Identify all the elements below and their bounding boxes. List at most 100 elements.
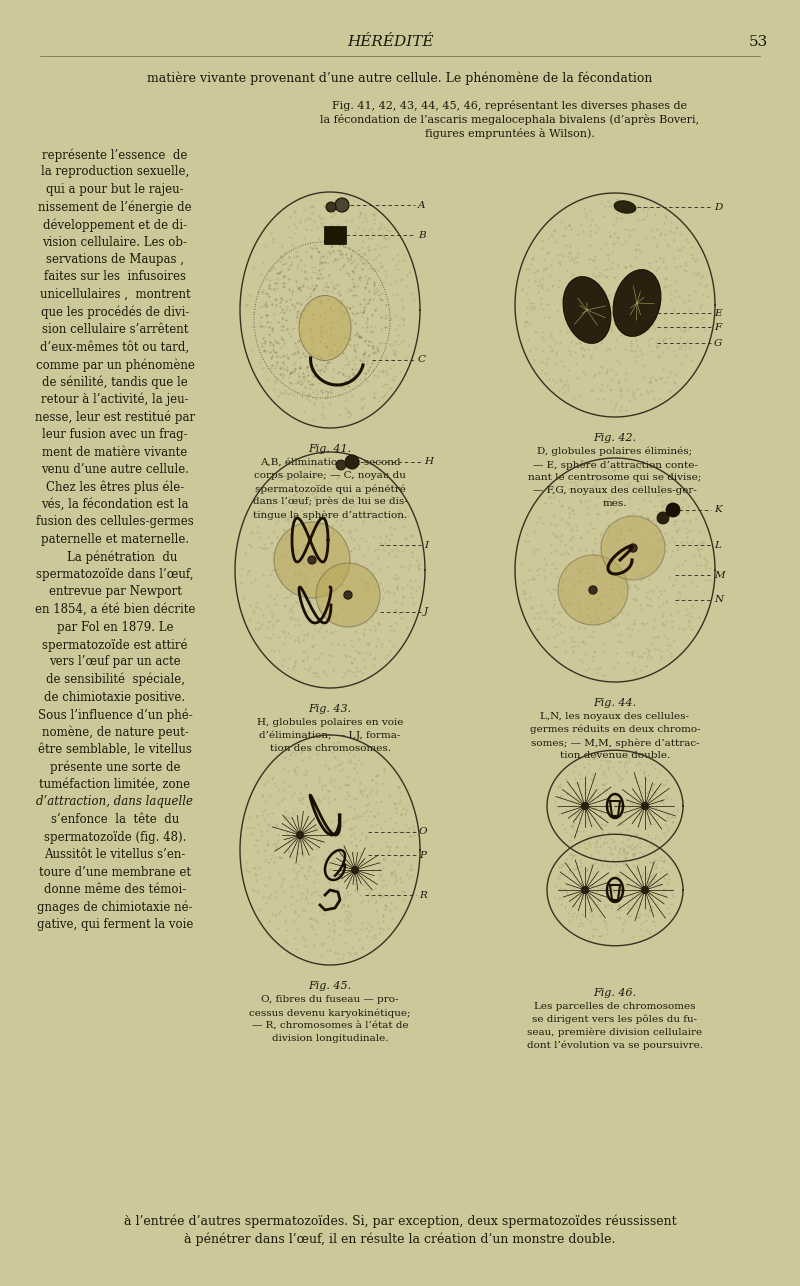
Text: dont l’évolution va se poursuivre.: dont l’évolution va se poursuivre. — [527, 1040, 703, 1051]
Text: gative, qui ferment la voie: gative, qui ferment la voie — [37, 918, 193, 931]
Text: spermatozoïde qui a pénétré: spermatozoïde qui a pénétré — [254, 484, 406, 494]
Text: L: L — [714, 540, 721, 549]
Text: que les procédés de divi-: que les procédés de divi- — [41, 306, 189, 319]
Text: seau, première division cellulaire: seau, première division cellulaire — [527, 1028, 702, 1038]
Text: D: D — [714, 202, 722, 211]
Text: leur fusion avec un frag-: leur fusion avec un frag- — [42, 428, 188, 441]
Text: gnages de chimiotaxie né-: gnages de chimiotaxie né- — [37, 900, 193, 914]
Text: Fig. 43.: Fig. 43. — [309, 703, 351, 714]
Circle shape — [582, 886, 589, 894]
Circle shape — [629, 544, 637, 552]
Text: Fig. 42.: Fig. 42. — [594, 433, 637, 442]
Text: tuméfaction limitée, zone: tuméfaction limitée, zone — [39, 778, 190, 791]
Text: la fécondation de l’ascaris megalocephala bivalens (d’après Boveri,: la fécondation de l’ascaris megalocephal… — [321, 114, 699, 125]
Text: comme par un phénomène: comme par un phénomène — [35, 358, 194, 372]
Text: de chimiotaxie positive.: de chimiotaxie positive. — [45, 691, 186, 703]
Circle shape — [351, 867, 358, 873]
Text: fusion des cellules-germes: fusion des cellules-germes — [36, 516, 194, 529]
Text: K: K — [714, 505, 722, 514]
Text: P: P — [419, 850, 426, 859]
Ellipse shape — [563, 276, 611, 343]
Text: retour à l’activité, la jeu-: retour à l’activité, la jeu- — [41, 394, 189, 406]
Text: paternelle et maternelle.: paternelle et maternelle. — [41, 532, 189, 547]
Text: être semblable, le vitellus: être semblable, le vitellus — [38, 743, 192, 756]
Text: à pénétrer dans l’œuf, il en résulte la création d’un monstre double.: à pénétrer dans l’œuf, il en résulte la … — [184, 1232, 616, 1246]
Text: A: A — [418, 201, 426, 210]
Text: corps polaire; — C, noyau du: corps polaire; — C, noyau du — [254, 471, 406, 480]
Text: nissement de l’énergie de: nissement de l’énergie de — [38, 201, 192, 213]
Text: servations de Maupas ,: servations de Maupas , — [46, 253, 184, 266]
Circle shape — [274, 522, 350, 598]
Circle shape — [666, 503, 680, 517]
Circle shape — [642, 886, 649, 894]
Circle shape — [308, 556, 316, 565]
Text: D, globules polaires éliminés;: D, globules polaires éliminés; — [538, 448, 693, 457]
Text: tion des chromosomes.: tion des chromosomes. — [270, 745, 390, 754]
Text: matière vivante provenant d’une autre cellule. Le phénomène de la fécondation: matière vivante provenant d’une autre ce… — [147, 71, 653, 85]
Text: I: I — [424, 540, 428, 549]
Text: d’eux-mêmes tôt ou tard,: d’eux-mêmes tôt ou tard, — [41, 341, 190, 354]
Text: développement et de di-: développement et de di- — [43, 219, 187, 231]
Text: N: N — [714, 595, 723, 604]
Circle shape — [657, 512, 669, 523]
Circle shape — [582, 802, 589, 809]
Text: tion devenue double.: tion devenue double. — [560, 751, 670, 760]
Text: à l’entrée d’autres spermatozoïdes. Si, par exception, deux spermatozoïdes réuss: à l’entrée d’autres spermatozoïdes. Si, … — [124, 1215, 676, 1228]
Text: M: M — [714, 571, 725, 580]
Text: Aussitôt le vitellus s’en-: Aussitôt le vitellus s’en- — [44, 847, 186, 862]
Text: Fig. 44.: Fig. 44. — [594, 698, 637, 709]
Text: germes réduits en deux chromo-: germes réduits en deux chromo- — [530, 725, 700, 734]
Circle shape — [297, 832, 303, 838]
Text: vers l’œuf par un acte: vers l’œuf par un acte — [49, 656, 181, 669]
Text: F: F — [714, 323, 722, 332]
Text: L,N, les noyaux des cellules-: L,N, les noyaux des cellules- — [541, 712, 690, 721]
Circle shape — [558, 556, 628, 625]
Text: donne même des témoi-: donne même des témoi- — [44, 883, 186, 896]
Text: J: J — [424, 607, 428, 616]
Text: B: B — [418, 230, 426, 239]
Text: se dirigent vers les pôles du fu-: se dirigent vers les pôles du fu- — [533, 1015, 698, 1024]
Text: C: C — [418, 355, 426, 364]
Text: Chez les êtres plus éle-: Chez les êtres plus éle- — [46, 481, 184, 494]
Text: Fig. 45.: Fig. 45. — [309, 981, 351, 992]
Circle shape — [326, 202, 336, 212]
Text: représente l’essence  de: représente l’essence de — [42, 148, 188, 162]
Text: nesse, leur est restitué par: nesse, leur est restitué par — [35, 410, 195, 424]
Text: O: O — [419, 827, 427, 836]
Text: R: R — [419, 890, 427, 899]
Ellipse shape — [613, 270, 661, 337]
Text: H: H — [424, 458, 433, 467]
Text: La pénétration  du: La pénétration du — [52, 550, 178, 565]
Text: nomène, de nature peut-: nomène, de nature peut- — [42, 725, 188, 739]
Text: E: E — [714, 309, 722, 318]
Text: spermatozoïde (fig. 48).: spermatozoïde (fig. 48). — [44, 831, 186, 844]
Text: division longitudinale.: division longitudinale. — [272, 1034, 388, 1043]
Text: — E, sphère d’attraction conte-: — E, sphère d’attraction conte- — [533, 460, 698, 469]
Circle shape — [642, 802, 649, 809]
Text: spermatozoïde est attiré: spermatozoïde est attiré — [42, 638, 188, 652]
Text: nant le centrosome qui se divise;: nant le centrosome qui se divise; — [528, 473, 702, 482]
Text: d’élimination; — I,J, forma-: d’élimination; — I,J, forma- — [259, 730, 401, 741]
Text: de sénilité, tandis que le: de sénilité, tandis que le — [42, 376, 188, 388]
Text: entrevue par Newport: entrevue par Newport — [49, 585, 182, 598]
Text: — F,G, noyaux des cellules-ger-: — F,G, noyaux des cellules-ger- — [533, 486, 697, 495]
Text: en 1854, a été bien décrite: en 1854, a été bien décrite — [35, 603, 195, 616]
Circle shape — [345, 455, 359, 469]
Text: tingue la sphère d’attraction.: tingue la sphère d’attraction. — [253, 511, 407, 520]
Circle shape — [316, 563, 380, 628]
Circle shape — [335, 198, 349, 212]
Text: vision cellulaire. Les ob-: vision cellulaire. Les ob- — [42, 235, 187, 248]
Text: d’attraction, dans laquelle: d’attraction, dans laquelle — [37, 796, 194, 809]
Circle shape — [344, 592, 352, 599]
Text: O, fibres du fuseau — pro-: O, fibres du fuseau — pro- — [262, 995, 398, 1004]
Text: toure d’une membrane et: toure d’une membrane et — [39, 865, 191, 878]
Text: par Fol en 1879. Le: par Fol en 1879. Le — [57, 621, 174, 634]
Ellipse shape — [299, 296, 351, 360]
Bar — [324, 226, 346, 244]
Text: mes.: mes. — [602, 499, 627, 508]
Text: 53: 53 — [748, 35, 768, 49]
Text: de sensibilité  spéciale,: de sensibilité spéciale, — [46, 673, 185, 687]
Text: HÉRÉDITÉ: HÉRÉDITÉ — [346, 35, 434, 49]
Text: dans l’œuf; près de lui se dis-: dans l’œuf; près de lui se dis- — [253, 496, 407, 507]
Text: s’enfonce  la  tête  du: s’enfonce la tête du — [51, 813, 179, 826]
